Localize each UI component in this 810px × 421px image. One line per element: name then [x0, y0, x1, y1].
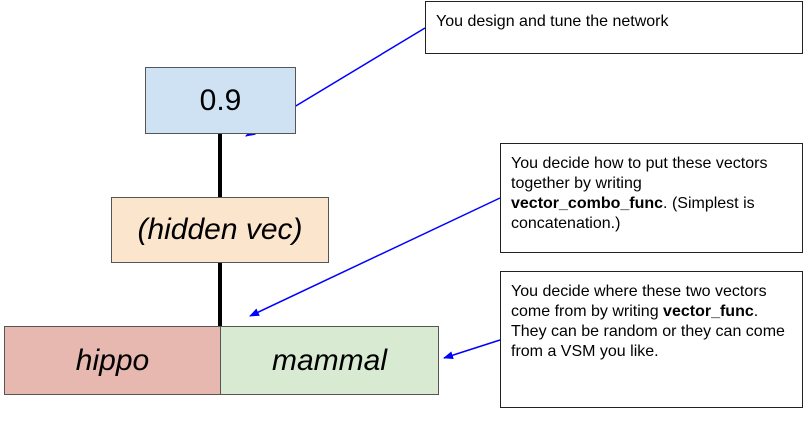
combo-note-pre: You decide how to put these vectors toge… — [511, 155, 768, 192]
word2-label: mammal — [271, 343, 387, 377]
combo-note-post: . (Simplest is concatenation.) — [511, 195, 755, 232]
combo-func-name: vector_combo_func — [511, 195, 664, 212]
network-note-text: You design and tune the network — [436, 13, 669, 30]
vector-func-name: vector_func — [663, 303, 754, 320]
vector-note-pre: You decide where these two vectors come … — [511, 283, 767, 320]
vector-note: You decide where these two vectors come … — [500, 271, 803, 408]
vector-note-post: . They can be random or they can come fr… — [511, 303, 785, 360]
arrow-combo — [249, 197, 501, 317]
output-node-label: 0.9 — [199, 83, 242, 117]
arrow-vector — [443, 339, 501, 360]
hidden-vector-node: (hidden vec) — [111, 197, 329, 263]
hidden-vector-label: (hidden vec) — [137, 213, 303, 246]
word2-node: mammal — [220, 326, 439, 395]
word1-label: hippo — [75, 343, 150, 377]
output-node: 0.9 — [145, 67, 296, 134]
word1-node: hippo — [4, 326, 221, 395]
network-note: You design and tune the network — [425, 1, 803, 54]
combo-note: You decide how to put these vectors toge… — [500, 143, 803, 253]
